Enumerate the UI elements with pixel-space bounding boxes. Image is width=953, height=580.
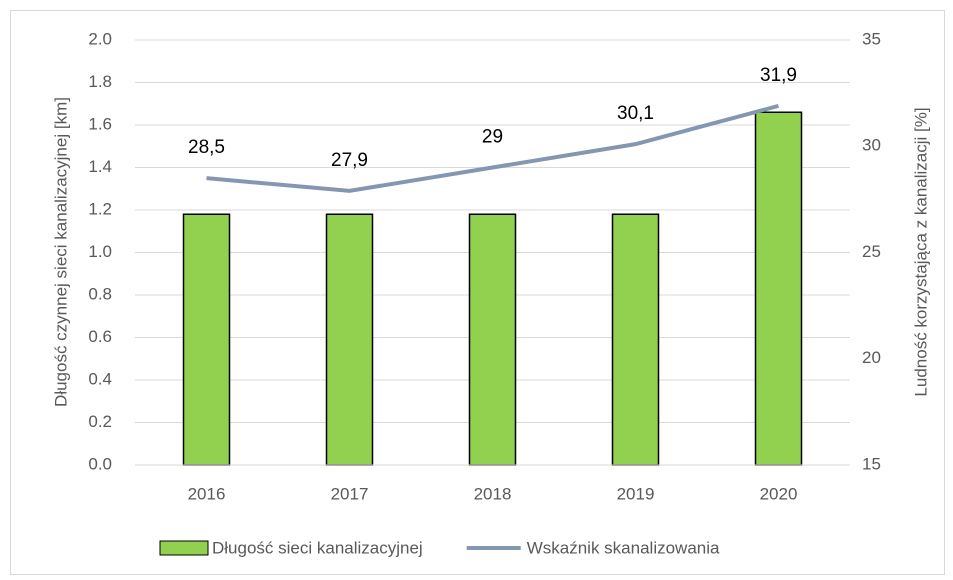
y-tick-label: 0.0 xyxy=(88,454,112,473)
data-label: 29 xyxy=(482,127,503,148)
y2-axis-label: Ludność korzystająca z kanalizacji [%] xyxy=(911,107,930,396)
x-tick-label: 2019 xyxy=(617,484,655,503)
x-tick-label: 2017 xyxy=(331,484,369,503)
y-tick-label: 0.2 xyxy=(88,412,112,431)
y-tick-label: 1.4 xyxy=(88,157,112,176)
bar xyxy=(325,213,374,466)
legend-label: Długość sieci kanalizacyjnej xyxy=(212,538,423,557)
y-axis-label: Długość czynnej sieci kanalizacyjnej [km… xyxy=(51,97,70,407)
legend-label: Wskaźnik skanalizowania xyxy=(527,538,720,557)
bar xyxy=(468,213,517,466)
data-label: 27,9 xyxy=(331,150,368,171)
y-tick-label: 0.8 xyxy=(88,284,112,303)
y2-tick-label: 35 xyxy=(862,29,881,48)
x-tick-label: 2020 xyxy=(760,484,798,503)
bar xyxy=(611,213,660,466)
x-tick-label: 2016 xyxy=(188,484,226,503)
data-label: 28,5 xyxy=(188,137,225,158)
y-tick-label: 1.8 xyxy=(88,72,112,91)
y-tick-label: 1.0 xyxy=(88,242,112,261)
x-tick-label: 2018 xyxy=(474,484,512,503)
bar xyxy=(182,213,231,466)
y2-tick-label: 30 xyxy=(862,136,881,155)
y-tick-label: 1.6 xyxy=(88,114,112,133)
data-label: 31,9 xyxy=(760,65,797,86)
y2-tick-label: 20 xyxy=(862,348,881,367)
data-label: 30,1 xyxy=(617,103,654,124)
y2-tick-label: 15 xyxy=(862,454,881,473)
legend-swatch xyxy=(159,540,209,556)
y-tick-label: 0.4 xyxy=(88,369,112,388)
bar xyxy=(754,111,803,466)
y-tick-label: 1.2 xyxy=(88,199,112,218)
y-tick-label: 2.0 xyxy=(88,29,112,48)
line xyxy=(206,103,780,193)
y2-tick-label: 25 xyxy=(862,242,881,261)
y-tick-label: 0.6 xyxy=(88,327,112,346)
